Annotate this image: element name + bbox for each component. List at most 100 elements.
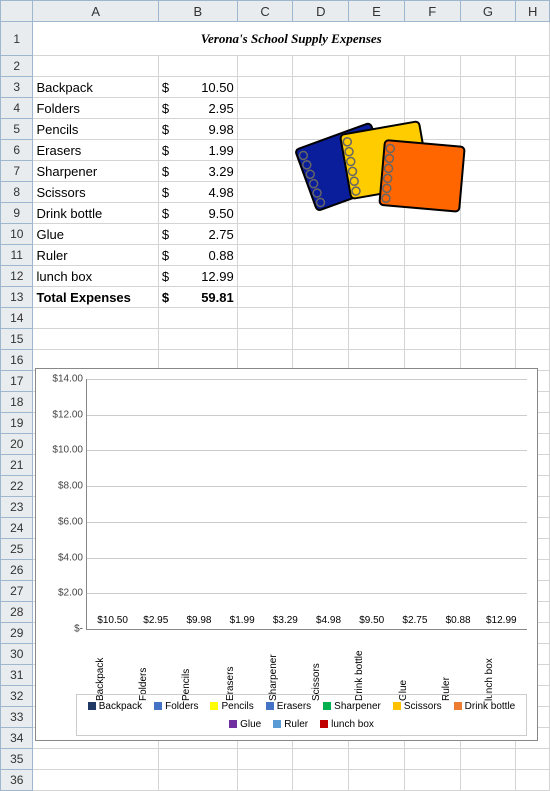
row-header[interactable]: 20 bbox=[1, 434, 33, 455]
expenses-bar-chart[interactable]: $10.50$2.95$9.98$1.99$3.29$4.98$9.50$2.7… bbox=[35, 368, 538, 741]
row-header[interactable]: 12 bbox=[1, 266, 33, 287]
cell[interactable] bbox=[293, 266, 349, 287]
col-header[interactable]: A bbox=[33, 1, 158, 22]
cell[interactable] bbox=[293, 749, 349, 770]
cell[interactable] bbox=[460, 77, 516, 98]
cell[interactable] bbox=[460, 329, 516, 350]
col-header[interactable]: D bbox=[293, 1, 349, 22]
row-header[interactable]: 36 bbox=[1, 770, 33, 791]
cell[interactable] bbox=[293, 224, 349, 245]
cell[interactable] bbox=[516, 140, 550, 161]
cell[interactable] bbox=[237, 119, 293, 140]
cell[interactable] bbox=[516, 749, 550, 770]
item-amount[interactable]: $9.50 bbox=[158, 203, 237, 224]
row-header[interactable]: 18 bbox=[1, 392, 33, 413]
item-amount[interactable]: $1.99 bbox=[158, 140, 237, 161]
corner-cell[interactable] bbox=[1, 1, 33, 22]
cell[interactable] bbox=[33, 749, 158, 770]
cell[interactable] bbox=[349, 203, 405, 224]
cell[interactable] bbox=[404, 770, 460, 791]
item-name[interactable]: Backpack bbox=[33, 77, 158, 98]
cell[interactable] bbox=[33, 308, 158, 329]
cell[interactable] bbox=[516, 245, 550, 266]
page-title[interactable]: Verona's School Supply Expenses bbox=[33, 22, 550, 56]
cell[interactable] bbox=[460, 140, 516, 161]
row-header[interactable]: 33 bbox=[1, 707, 33, 728]
item-amount[interactable]: $3.29 bbox=[158, 161, 237, 182]
col-header[interactable]: F bbox=[404, 1, 460, 22]
item-name[interactable]: Glue bbox=[33, 224, 158, 245]
row-header[interactable]: 3 bbox=[1, 77, 33, 98]
row-header[interactable]: 34 bbox=[1, 728, 33, 749]
row-header[interactable]: 11 bbox=[1, 245, 33, 266]
cell[interactable] bbox=[349, 749, 405, 770]
cell[interactable] bbox=[460, 182, 516, 203]
item-name[interactable]: Erasers bbox=[33, 140, 158, 161]
cell[interactable] bbox=[349, 119, 405, 140]
cell[interactable] bbox=[516, 182, 550, 203]
row-header[interactable]: 27 bbox=[1, 581, 33, 602]
item-amount[interactable]: $12.99 bbox=[158, 266, 237, 287]
cell[interactable] bbox=[293, 329, 349, 350]
item-amount[interactable]: $2.95 bbox=[158, 98, 237, 119]
col-header[interactable]: C bbox=[237, 1, 293, 22]
cell[interactable] bbox=[460, 308, 516, 329]
cell[interactable] bbox=[158, 329, 237, 350]
cell[interactable] bbox=[237, 224, 293, 245]
cell[interactable] bbox=[158, 56, 237, 77]
cell[interactable] bbox=[237, 98, 293, 119]
cell[interactable] bbox=[404, 77, 460, 98]
cell[interactable] bbox=[293, 287, 349, 308]
cell[interactable] bbox=[460, 161, 516, 182]
cell[interactable] bbox=[460, 203, 516, 224]
cell[interactable] bbox=[293, 245, 349, 266]
row-header[interactable]: 10 bbox=[1, 224, 33, 245]
cell[interactable] bbox=[349, 77, 405, 98]
row-header[interactable]: 5 bbox=[1, 119, 33, 140]
cell[interactable] bbox=[404, 98, 460, 119]
row-header[interactable]: 19 bbox=[1, 413, 33, 434]
total-label[interactable]: Total Expenses bbox=[33, 287, 158, 308]
col-header[interactable]: E bbox=[349, 1, 405, 22]
cell[interactable] bbox=[460, 266, 516, 287]
cell[interactable] bbox=[158, 308, 237, 329]
cell[interactable] bbox=[293, 140, 349, 161]
cell[interactable] bbox=[404, 308, 460, 329]
row-header[interactable]: 7 bbox=[1, 161, 33, 182]
cell[interactable] bbox=[349, 770, 405, 791]
cell[interactable] bbox=[516, 287, 550, 308]
cell[interactable] bbox=[404, 287, 460, 308]
row-header[interactable]: 15 bbox=[1, 329, 33, 350]
cell[interactable] bbox=[460, 98, 516, 119]
cell[interactable] bbox=[237, 161, 293, 182]
cell[interactable] bbox=[460, 245, 516, 266]
cell[interactable] bbox=[158, 749, 237, 770]
cell[interactable] bbox=[349, 56, 405, 77]
cell[interactable] bbox=[293, 182, 349, 203]
cell[interactable] bbox=[349, 140, 405, 161]
cell[interactable] bbox=[516, 224, 550, 245]
row-header[interactable]: 9 bbox=[1, 203, 33, 224]
row-header[interactable]: 23 bbox=[1, 497, 33, 518]
total-amount[interactable]: $59.81 bbox=[158, 287, 237, 308]
item-name[interactable]: Pencils bbox=[33, 119, 158, 140]
cell[interactable] bbox=[404, 203, 460, 224]
cell[interactable] bbox=[349, 329, 405, 350]
item-amount[interactable]: $2.75 bbox=[158, 224, 237, 245]
cell[interactable] bbox=[460, 287, 516, 308]
cell[interactable] bbox=[349, 98, 405, 119]
cell[interactable] bbox=[237, 266, 293, 287]
cell[interactable] bbox=[404, 245, 460, 266]
cell[interactable] bbox=[293, 308, 349, 329]
cell[interactable] bbox=[293, 56, 349, 77]
cell[interactable] bbox=[237, 77, 293, 98]
row-header[interactable]: 26 bbox=[1, 560, 33, 581]
cell[interactable] bbox=[237, 329, 293, 350]
cell[interactable] bbox=[293, 119, 349, 140]
cell[interactable] bbox=[33, 770, 158, 791]
cell[interactable] bbox=[237, 287, 293, 308]
cell[interactable] bbox=[237, 203, 293, 224]
cell[interactable] bbox=[404, 329, 460, 350]
cell[interactable] bbox=[237, 182, 293, 203]
col-header[interactable]: B bbox=[158, 1, 237, 22]
